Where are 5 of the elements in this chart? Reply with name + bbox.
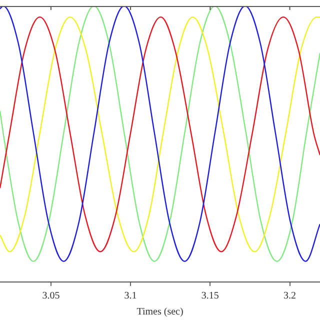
x-tick-label: 3.1	[124, 290, 137, 302]
x-axis-title: Times (sec)	[136, 306, 184, 318]
x-tick-label: 3.2	[284, 290, 296, 302]
x-tick-label: 3.05	[42, 290, 60, 302]
x-tick-label: 3.15	[201, 290, 219, 302]
